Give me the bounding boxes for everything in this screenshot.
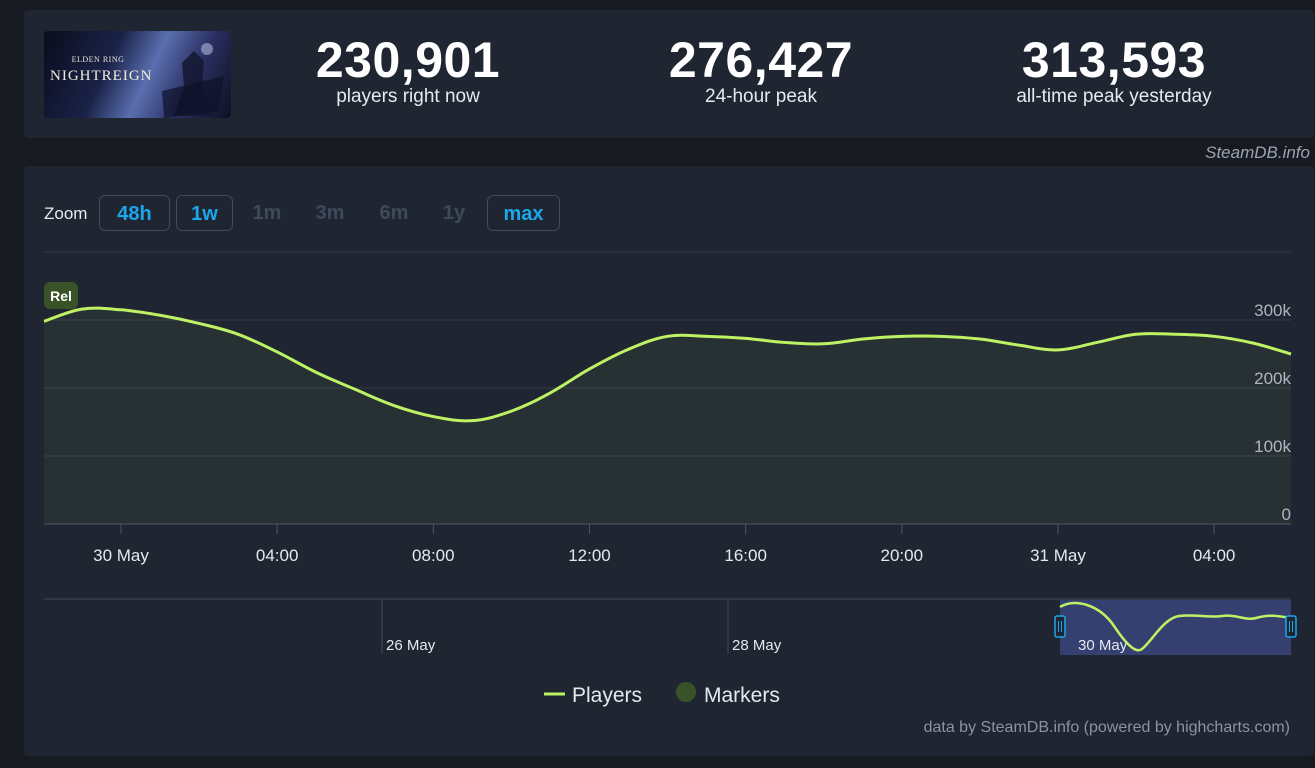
- players-area-fill: [44, 308, 1291, 524]
- zoom-1m-button[interactable]: 1m: [252, 202, 282, 224]
- chart-grid: [44, 251, 1291, 525]
- zoom-6m-button[interactable]: 6m: [379, 202, 409, 224]
- y-tick-label: 300k: [1254, 301, 1291, 320]
- y-tick-label: 100k: [1254, 437, 1291, 456]
- x-axis-labels: 30 May 04:00 08:00 12:00 16:00 20:00 31 May 04:…: [93, 524, 1235, 565]
- legend-label: Markers: [704, 684, 780, 707]
- navigator-tick-30-may: 30 May: [1078, 637, 1128, 654]
- zoom-48h-button[interactable]: 48h: [99, 195, 170, 231]
- stat-value: 276,427: [668, 32, 854, 88]
- x-tick-label: 12:00: [568, 546, 611, 565]
- zoom-1w-button[interactable]: 1w: [176, 195, 233, 231]
- steamdb-credit[interactable]: SteamDB.info: [1205, 143, 1310, 162]
- zoom-3m-button[interactable]: 3m: [315, 202, 345, 224]
- stat-label: players right now: [336, 86, 480, 107]
- y-tick-label: 200k: [1254, 369, 1291, 388]
- x-tick-label: 16:00: [724, 546, 767, 565]
- legend-label: Players: [572, 684, 642, 707]
- navigator-right-handle[interactable]: [1285, 615, 1297, 638]
- navigator-tick-26-may: 26 May: [386, 637, 436, 654]
- stat-label: all-time peak yesterday: [1016, 86, 1212, 107]
- stat-label: 24-hour peak: [705, 86, 817, 107]
- y-tick-label: 0: [1282, 505, 1291, 524]
- navigator-series-line: [1059, 601, 1292, 652]
- game-cover-image[interactable]: ELDEN RING NIGHTREIGN: [44, 31, 231, 118]
- release-flag-marker[interactable]: Rel: [44, 282, 78, 309]
- zoom-label: Zoom: [44, 204, 88, 223]
- chart-navigator[interactable]: 26 May 28 May 30 May: [44, 598, 1297, 655]
- game-logo-top: ELDEN RING: [71, 55, 125, 64]
- x-tick-label: 04:00: [1193, 546, 1236, 565]
- stat-value: 313,593: [1021, 32, 1207, 88]
- game-logo-main: NIGHTREIGN: [50, 68, 153, 84]
- stat-all-time-peak: 313,593 all-time peak yesterday: [964, 32, 1264, 108]
- x-tick-label: 20:00: [881, 546, 924, 565]
- legend-item-players[interactable]: Players: [544, 684, 642, 707]
- x-tick-label: 04:00: [256, 546, 299, 565]
- zoom-1y-button[interactable]: 1y: [442, 202, 466, 224]
- x-tick-label: 08:00: [412, 546, 455, 565]
- legend-item-markers[interactable]: Markers: [676, 682, 780, 707]
- cover-art-figure: [162, 43, 224, 118]
- chart-footer-credit[interactable]: data by SteamDB.info (powered by highcha…: [924, 719, 1290, 736]
- flag-label: Rel: [50, 288, 72, 304]
- stat-current-players: 230,901 players right now: [258, 32, 558, 108]
- x-tick-label: 30 May: [93, 546, 149, 565]
- y-axis-labels: 300k 200k 100k 0: [1254, 301, 1291, 524]
- player-chart[interactable]: 300k 200k 100k 0 30 May 04:00 08:00 12:00 16:00…: [24, 166, 1314, 756]
- markers-legend-symbol: [676, 682, 696, 702]
- chart-panel: Zoom 48h 1w 1m 3m 6m 1y max 300k 200k 100k…: [24, 166, 1314, 756]
- x-tick-label: 31 May: [1030, 546, 1086, 565]
- stats-panel: ELDEN RING NIGHTREIGN 230,901 players ri…: [24, 10, 1314, 138]
- zoom-max-button[interactable]: max: [487, 195, 560, 231]
- players-series-line[interactable]: [43, 306, 1292, 423]
- navigator-left-handle[interactable]: [1054, 615, 1066, 638]
- stat-value: 230,901: [315, 32, 501, 88]
- navigator-tick-28-may: 28 May: [732, 637, 782, 654]
- stat-24h-peak: 276,427 24-hour peak: [611, 32, 911, 108]
